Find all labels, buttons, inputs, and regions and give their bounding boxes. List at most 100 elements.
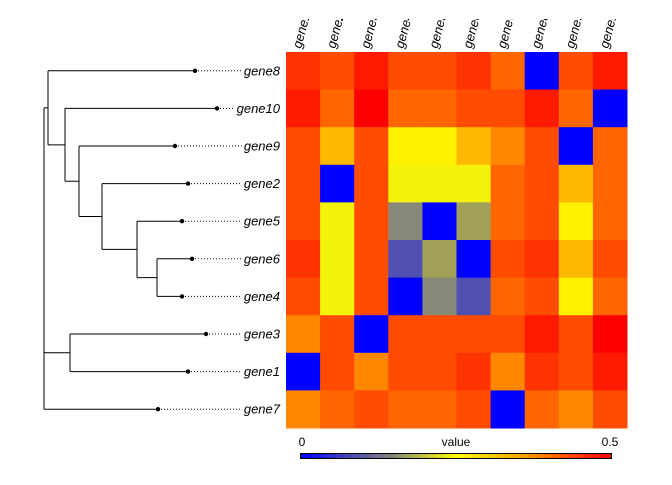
row-label: gene5 [244,214,281,229]
heatmap-cell [286,352,321,391]
heatmap-cell [490,164,526,203]
column-label: gene10 [596,3,622,50]
row-label: gene3 [244,327,281,342]
heatmap-cell [388,315,423,354]
heatmap-cell [388,52,423,91]
heatmap-cell [456,315,492,354]
heatmap-cell [388,352,423,391]
heatmap-cell [422,315,457,354]
row-labels: gene8 gene10 gene9 gene2 gene5 gene6 gene4 gene… [155,63,281,417]
tip-point [203,331,209,337]
heatmap-cell [490,127,526,166]
heatmap-cell [456,127,492,166]
heatmap-cell [286,52,321,91]
heatmap-cell [320,202,355,241]
heatmap-cell [286,315,321,354]
heatmap-cell [558,89,594,128]
column-labels: gene1 gene2 gene3 gene4 gene5 gene6 gene7 gene8… [289,3,622,50]
heatmap-cell [524,277,560,316]
colorbar-title: value [442,435,471,449]
heatmap-cell [354,202,389,241]
column-label: gene5 [426,10,450,50]
heatmap-cell [286,277,321,316]
heatmap-cell [422,52,457,91]
column-label: gene1 [289,11,313,50]
heatmap-cell [524,89,560,128]
heatmap-cell [422,89,457,128]
heatmap-cell [286,89,321,128]
heatmap-cell [388,277,423,316]
heatmap-cell [456,352,492,391]
dendrogram [43,70,217,410]
heatmap-cell [388,127,423,166]
heatmap-cell [592,127,628,166]
heatmap-cell [456,202,492,241]
heatmap-cells [286,52,628,429]
heatmap-cell [592,315,628,354]
column-label: gene6 [460,10,484,50]
heatmap-cell [558,202,594,241]
heatmap-cell [422,127,457,166]
heatmap-cell [592,390,628,429]
heatmap-cell [320,315,355,354]
heatmap-cell [388,164,423,203]
heatmap-cell [286,164,321,203]
heatmap-cell [354,390,389,429]
heatmap-cell [490,315,526,354]
heatmap-cell [286,127,321,166]
tip-point [179,294,185,299]
tip-point [192,68,198,74]
heatmap-cell [320,240,355,279]
heatmap-cell [320,277,355,316]
heatmap-cell [490,89,526,128]
heatmap-cell [354,89,389,128]
row-label: gene10 [237,101,281,116]
heatmap-cell [286,202,321,241]
colorbar-gradient [300,453,612,459]
heatmap-cell [558,390,594,429]
heatmap-cell [490,240,526,279]
heatmap-cell [558,315,594,354]
heatmap-cell [490,202,526,241]
colorbar-min-label: 0 [299,435,306,449]
tip-point [185,181,191,186]
heatmap-cell [286,390,321,429]
heatmap-cell [388,390,423,429]
heatmap-cell [388,240,423,279]
row-label: gene8 [244,63,281,78]
heatmap-cell [592,89,628,128]
heatmap-cell [422,390,457,429]
heatmap-cell [490,277,526,316]
tip-point [172,143,178,149]
heatmap-cell [592,52,628,91]
heatmap-cell [524,240,560,279]
heatmap-cell [320,52,355,91]
heatmap-cell [320,89,355,128]
heatmap-cell [558,164,594,203]
heatmap-cell [354,164,389,203]
row-label: gene9 [244,139,280,154]
heatmap-cell [456,240,492,279]
heatmap-cell [558,52,594,91]
column-label: gene3 [358,10,382,50]
heatmap-cell [320,352,355,391]
heatmap-cell [592,352,628,391]
heatmap-cell [354,352,389,391]
heatmap-cell [524,127,560,166]
heatmap-cell [490,352,526,391]
heatmap-cell [456,164,492,203]
tip-point [179,219,185,224]
column-label: gene4 [392,11,416,50]
colorbar: 0 value 0.5 [299,435,619,459]
heatmap-cell [524,202,560,241]
heatmap-cell [354,240,389,279]
heatmap-cell [558,277,594,316]
row-label: gene2 [244,176,281,191]
heatmap-cell [354,315,389,354]
heatmap-cell [456,89,492,128]
heatmap-cell [422,164,457,203]
heatmap-cell [524,164,560,203]
heatmap-cell [592,164,628,203]
heatmap-cell [354,52,389,91]
heatmap-cell [286,240,321,279]
